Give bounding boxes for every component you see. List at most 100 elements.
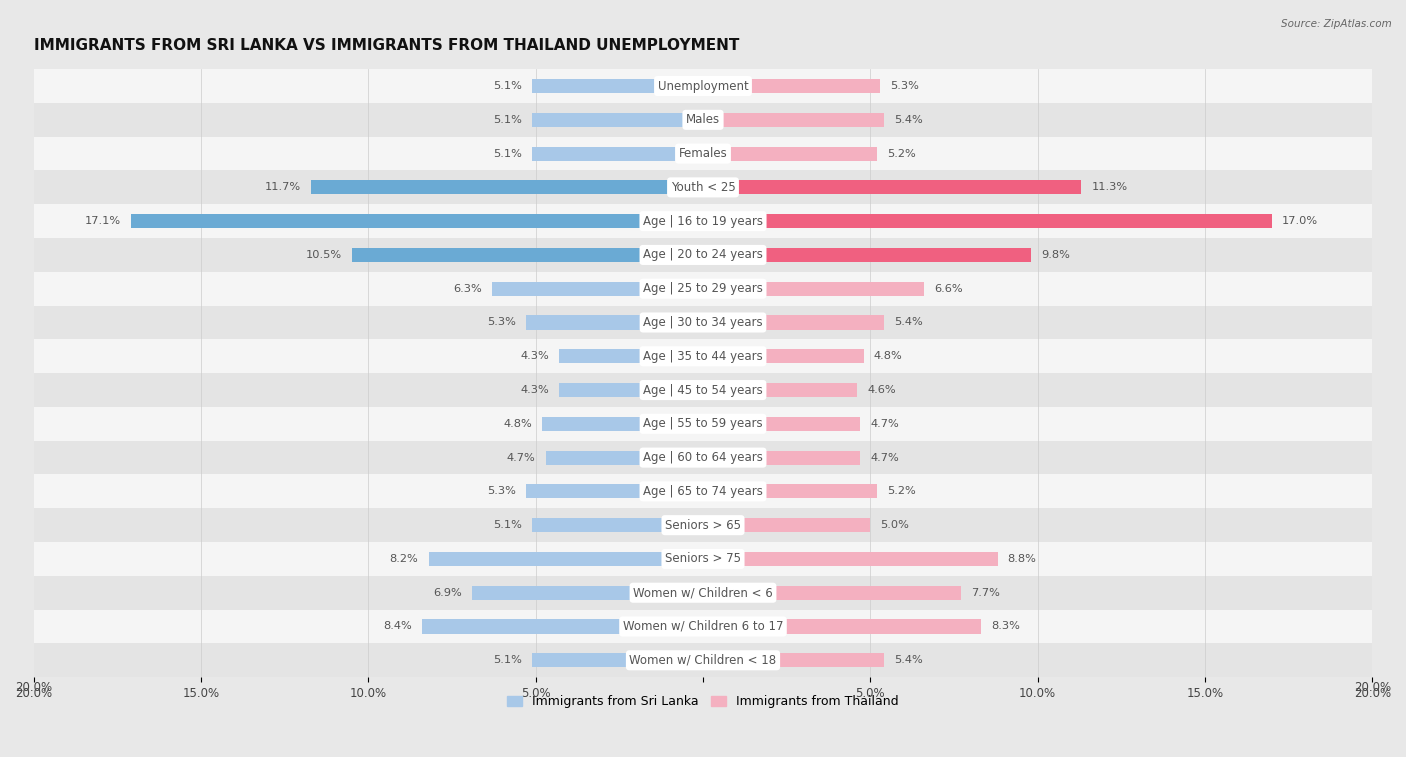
Bar: [703, 417, 860, 431]
Bar: [703, 113, 884, 127]
Bar: [34, 441, 1372, 475]
Text: 8.2%: 8.2%: [389, 554, 419, 564]
Text: Seniors > 65: Seniors > 65: [665, 519, 741, 531]
Text: Age | 35 to 44 years: Age | 35 to 44 years: [643, 350, 763, 363]
Text: Age | 20 to 24 years: Age | 20 to 24 years: [643, 248, 763, 261]
Bar: [703, 248, 1031, 262]
Text: 4.3%: 4.3%: [520, 351, 548, 361]
Bar: [34, 373, 1372, 407]
Legend: Immigrants from Sri Lanka, Immigrants from Thailand: Immigrants from Sri Lanka, Immigrants fr…: [502, 690, 904, 714]
Text: 4.8%: 4.8%: [873, 351, 903, 361]
Bar: [34, 508, 1372, 542]
Text: 20.0%: 20.0%: [15, 681, 52, 694]
Bar: [703, 450, 860, 465]
Text: Age | 60 to 64 years: Age | 60 to 64 years: [643, 451, 763, 464]
Bar: [533, 653, 703, 668]
Bar: [703, 214, 1272, 229]
Text: 5.1%: 5.1%: [494, 148, 522, 159]
Text: 11.7%: 11.7%: [266, 182, 301, 192]
Bar: [34, 407, 1372, 441]
Bar: [703, 586, 960, 600]
Bar: [34, 609, 1372, 643]
Bar: [560, 349, 703, 363]
Bar: [526, 316, 703, 329]
Bar: [703, 552, 997, 566]
Text: Females: Females: [679, 147, 727, 160]
Bar: [533, 113, 703, 127]
Text: 5.4%: 5.4%: [894, 115, 922, 125]
Text: 10.5%: 10.5%: [305, 250, 342, 260]
Bar: [703, 484, 877, 498]
Bar: [703, 518, 870, 532]
Text: Males: Males: [686, 114, 720, 126]
Text: Age | 30 to 34 years: Age | 30 to 34 years: [643, 316, 763, 329]
Text: IMMIGRANTS FROM SRI LANKA VS IMMIGRANTS FROM THAILAND UNEMPLOYMENT: IMMIGRANTS FROM SRI LANKA VS IMMIGRANTS …: [34, 38, 740, 53]
Bar: [131, 214, 703, 229]
Text: 4.6%: 4.6%: [868, 385, 896, 395]
Text: 5.1%: 5.1%: [494, 81, 522, 91]
Bar: [34, 643, 1372, 678]
Text: 5.3%: 5.3%: [890, 81, 920, 91]
Text: 8.8%: 8.8%: [1008, 554, 1036, 564]
Bar: [34, 204, 1372, 238]
Text: 17.0%: 17.0%: [1282, 217, 1319, 226]
Text: Women w/ Children < 6: Women w/ Children < 6: [633, 586, 773, 600]
Text: Age | 65 to 74 years: Age | 65 to 74 years: [643, 485, 763, 498]
Text: 4.3%: 4.3%: [520, 385, 548, 395]
Text: 5.0%: 5.0%: [880, 520, 910, 530]
Bar: [34, 306, 1372, 339]
Text: Age | 16 to 19 years: Age | 16 to 19 years: [643, 215, 763, 228]
Text: 8.4%: 8.4%: [382, 621, 412, 631]
Bar: [34, 576, 1372, 609]
Text: 5.3%: 5.3%: [486, 317, 516, 328]
Text: 5.3%: 5.3%: [486, 487, 516, 497]
Text: Unemployment: Unemployment: [658, 79, 748, 92]
Bar: [34, 69, 1372, 103]
Bar: [703, 147, 877, 160]
Text: 4.7%: 4.7%: [870, 453, 898, 463]
Bar: [533, 518, 703, 532]
Text: 5.1%: 5.1%: [494, 115, 522, 125]
Bar: [34, 170, 1372, 204]
Bar: [703, 383, 858, 397]
Text: 5.1%: 5.1%: [494, 656, 522, 665]
Bar: [34, 238, 1372, 272]
Text: Source: ZipAtlas.com: Source: ZipAtlas.com: [1281, 19, 1392, 29]
Text: 6.3%: 6.3%: [453, 284, 482, 294]
Bar: [703, 79, 880, 93]
Text: 6.9%: 6.9%: [433, 587, 463, 598]
Text: Age | 25 to 29 years: Age | 25 to 29 years: [643, 282, 763, 295]
Bar: [546, 450, 703, 465]
Bar: [311, 180, 703, 195]
Bar: [560, 383, 703, 397]
Text: 20.0%: 20.0%: [1354, 681, 1391, 694]
Text: 17.1%: 17.1%: [84, 217, 121, 226]
Text: 5.1%: 5.1%: [494, 520, 522, 530]
Text: 4.7%: 4.7%: [508, 453, 536, 463]
Bar: [422, 619, 703, 634]
Bar: [703, 349, 863, 363]
Text: 5.4%: 5.4%: [894, 656, 922, 665]
Bar: [34, 272, 1372, 306]
Text: Seniors > 75: Seniors > 75: [665, 553, 741, 565]
Bar: [703, 653, 884, 668]
Bar: [543, 417, 703, 431]
Bar: [34, 542, 1372, 576]
Text: Women w/ Children 6 to 17: Women w/ Children 6 to 17: [623, 620, 783, 633]
Text: 4.8%: 4.8%: [503, 419, 533, 428]
Text: 9.8%: 9.8%: [1040, 250, 1070, 260]
Bar: [34, 339, 1372, 373]
Text: 11.3%: 11.3%: [1091, 182, 1128, 192]
Text: 4.7%: 4.7%: [870, 419, 898, 428]
Text: 5.2%: 5.2%: [887, 487, 915, 497]
Bar: [533, 79, 703, 93]
Text: 6.6%: 6.6%: [934, 284, 963, 294]
Bar: [352, 248, 703, 262]
Bar: [34, 475, 1372, 508]
Bar: [703, 316, 884, 329]
Bar: [703, 282, 924, 296]
Bar: [703, 180, 1081, 195]
Text: Youth < 25: Youth < 25: [671, 181, 735, 194]
Text: 5.4%: 5.4%: [894, 317, 922, 328]
Text: 7.7%: 7.7%: [970, 587, 1000, 598]
